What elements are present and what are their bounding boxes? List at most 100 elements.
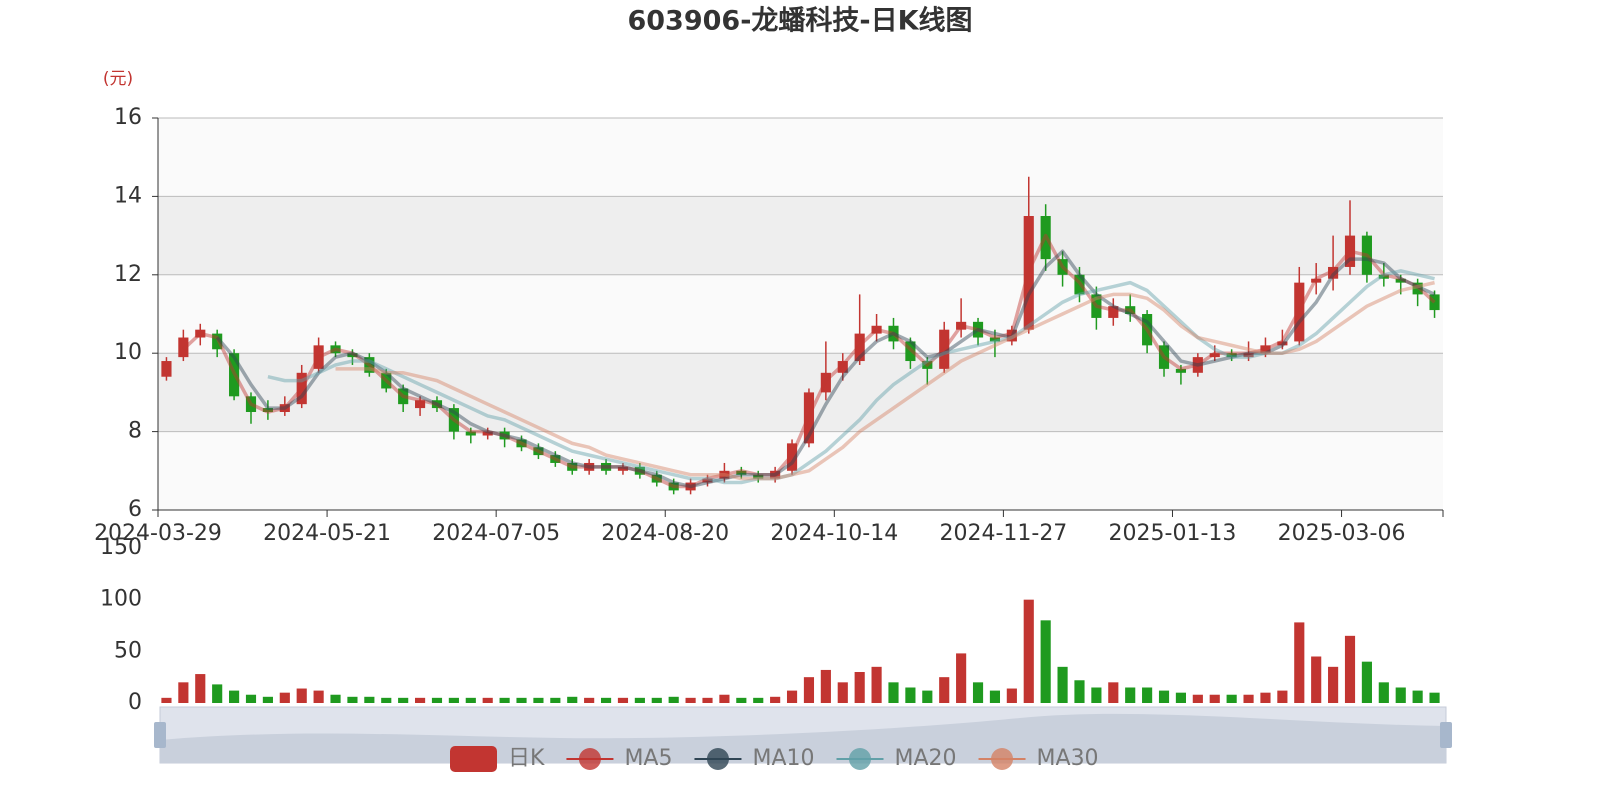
candle-body: [1378, 274, 1389, 279]
candle-body: [482, 431, 493, 436]
volume-bar: [499, 697, 510, 703]
candle-body: [600, 462, 612, 471]
candle-body: [1361, 235, 1372, 275]
chart-title: 603906-龙蟠科技-日K线图: [627, 6, 972, 37]
candle-body: [1429, 294, 1440, 311]
slider-handle[interactable]: [154, 722, 166, 748]
candle-body: [939, 329, 950, 369]
volume-bar: [178, 682, 189, 703]
candle-body: [972, 321, 984, 338]
candle-body: [651, 474, 662, 483]
volume-bar: [905, 687, 916, 703]
volume-bar: [770, 696, 781, 703]
candle-body: [330, 345, 341, 354]
ma-line: [335, 280, 1435, 481]
volume-bar: [161, 697, 172, 703]
volume-bar: [617, 697, 629, 703]
legend-label: MA10: [752, 746, 814, 771]
volume-bar: [279, 692, 290, 703]
y-tick-label: 14: [114, 183, 142, 208]
candle-body: [685, 482, 696, 491]
candle-body: [922, 361, 933, 369]
volume-bar: [1277, 690, 1288, 703]
volume-bar: [1294, 622, 1305, 703]
candle-body: [1395, 278, 1406, 283]
volume-bar: [972, 682, 984, 703]
candle-body: [820, 372, 831, 393]
volume-bar: [1361, 661, 1372, 703]
volume-bar: [1429, 692, 1440, 703]
legend-item[interactable]: MA10: [694, 746, 815, 771]
volume-bar: [871, 666, 882, 703]
y-tick-label: 100: [100, 587, 142, 612]
candle-body: [499, 431, 510, 440]
candle-body: [229, 353, 240, 397]
legend-item[interactable]: 日K: [450, 746, 545, 772]
volume-bar: [989, 690, 1001, 703]
volume-bar: [1395, 687, 1406, 703]
volume-bar: [922, 690, 933, 703]
volume-bar: [1057, 666, 1068, 703]
volume-bar: [364, 696, 375, 703]
volume-bar: [1158, 690, 1170, 703]
candle-body: [1294, 282, 1305, 342]
volume-bar: [736, 697, 747, 703]
split-area: [158, 274, 1443, 354]
volume-bar: [1209, 694, 1220, 703]
volume-bar: [685, 697, 696, 703]
volume-bar: [1226, 694, 1237, 703]
x-tick-label: 2025-03-06: [1278, 521, 1406, 546]
volume-bar: [1378, 682, 1389, 703]
volume-bar: [195, 674, 206, 703]
candle-body: [465, 431, 476, 436]
volume-bar: [431, 697, 443, 703]
candle-body: [178, 337, 189, 358]
candle-body: [803, 392, 815, 444]
volume-bar: [702, 697, 713, 703]
volume-bar: [837, 682, 848, 703]
volume-bar: [1311, 656, 1322, 703]
x-tick-label: 2024-08-20: [601, 521, 729, 546]
candle-body: [431, 400, 443, 409]
legend-item[interactable]: MA30: [978, 746, 1099, 771]
volume-bar: [1091, 687, 1102, 703]
candle-body: [212, 333, 223, 350]
x-tick-label: 2024-10-14: [770, 521, 898, 546]
candle-body: [702, 478, 713, 483]
candle-body: [1311, 278, 1322, 283]
candle-body: [1006, 329, 1017, 342]
volume-bar: [753, 697, 764, 703]
volume-bar: [567, 696, 578, 703]
candle-body: [161, 361, 172, 377]
legend-icon: [991, 748, 1014, 770]
candle-body: [245, 396, 257, 412]
candle-body: [1226, 353, 1237, 358]
volume-bar: [719, 694, 730, 703]
volume-bar: [245, 694, 257, 703]
legend-item[interactable]: MA20: [836, 746, 957, 771]
candle-body: [584, 462, 595, 471]
volume-bar: [330, 694, 341, 703]
volume-bar: [888, 682, 899, 703]
volume-bar: [1108, 682, 1119, 703]
volume-bar: [1142, 687, 1153, 703]
legend-label: MA5: [624, 746, 672, 771]
y-tick-label: 50: [114, 638, 142, 663]
split-area: [158, 353, 1443, 432]
legend-icon: [706, 748, 729, 770]
candle-body: [1277, 341, 1288, 346]
candle-body: [415, 400, 426, 409]
volume-bar: [1412, 690, 1423, 703]
legend-item[interactable]: MA5: [566, 746, 672, 771]
candle-body: [989, 337, 1001, 342]
volume-bar: [1344, 635, 1356, 703]
slider-handle[interactable]: [1440, 722, 1452, 748]
volume-bar: [1006, 688, 1017, 703]
x-tick-label: 2024-07-05: [432, 521, 560, 546]
legend-icon: [450, 746, 497, 772]
legend-label: MA20: [895, 746, 957, 771]
candle-body: [1260, 345, 1271, 354]
volume-bar: [1175, 692, 1186, 703]
volume-bar: [550, 697, 561, 703]
